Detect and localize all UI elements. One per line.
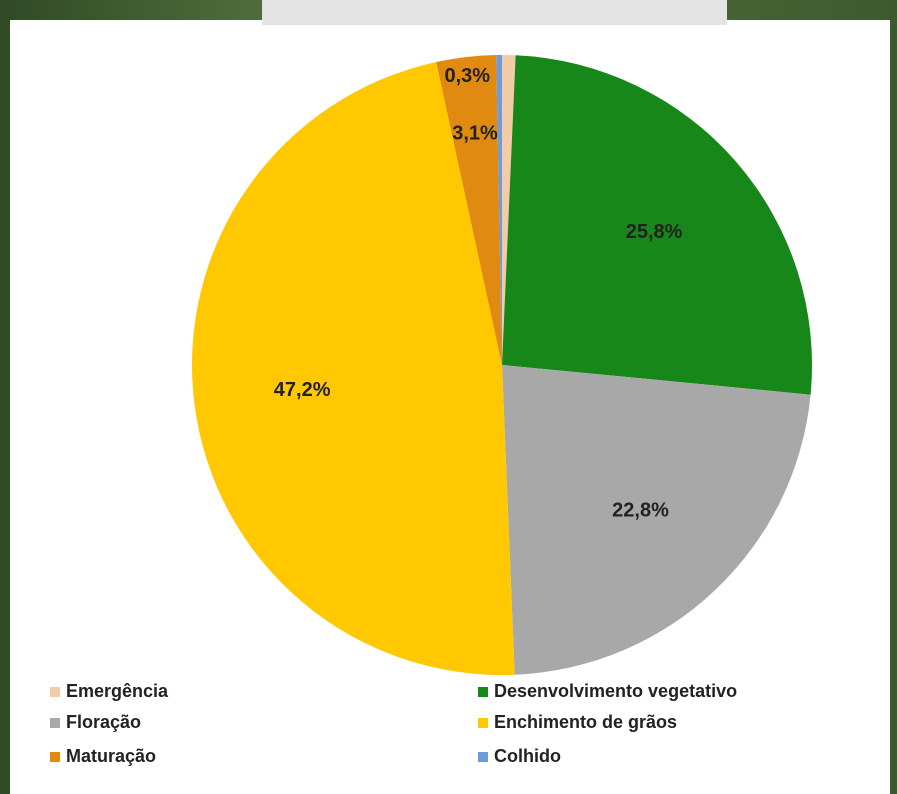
legend-swatch — [50, 752, 60, 762]
legend-label: Enchimento de grãos — [494, 712, 677, 732]
value-label: 47,2% — [274, 379, 331, 401]
legend-label: Floração — [66, 712, 141, 732]
pie-slice — [502, 365, 811, 675]
legend-label: Desenvolvimento vegetativo — [494, 681, 737, 701]
value-label: 0,3% — [444, 65, 490, 87]
legend-label: Colhido — [494, 746, 561, 766]
value-label: 22,8% — [612, 500, 669, 522]
legend-label: Emergência — [66, 681, 169, 701]
legend-swatch — [50, 687, 60, 697]
legend-swatch — [478, 718, 488, 728]
value-label: 3,1% — [452, 122, 498, 144]
legend-swatch — [478, 752, 488, 762]
title-box — [262, 0, 727, 25]
legend-label: Maturação — [66, 746, 156, 766]
pie-slice — [192, 62, 515, 676]
pie-slice — [436, 55, 502, 366]
legend-swatch — [478, 687, 488, 697]
pie-slice — [502, 55, 516, 365]
legend-swatch — [50, 718, 60, 728]
pie-slice — [496, 55, 502, 365]
value-label: 25,8% — [626, 221, 683, 243]
pie-slice — [502, 55, 812, 395]
